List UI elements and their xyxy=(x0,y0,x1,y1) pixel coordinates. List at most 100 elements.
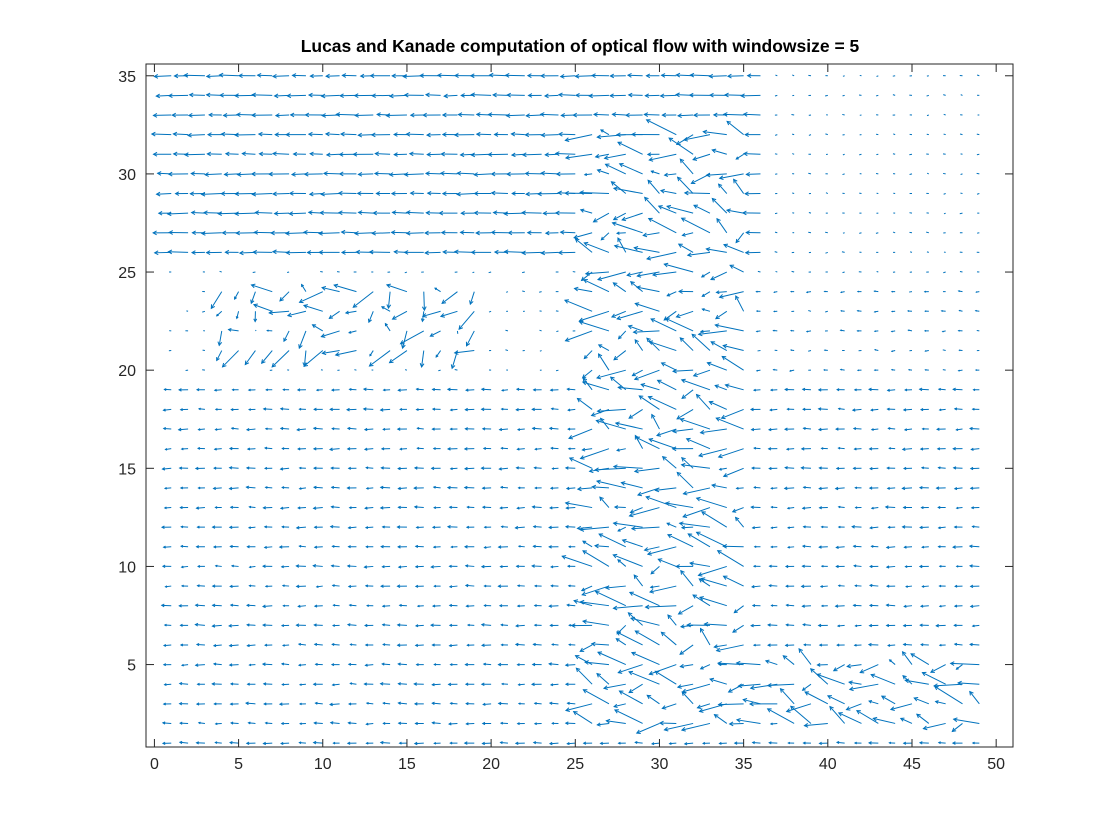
flow-arrow xyxy=(231,388,239,392)
flow-arrow xyxy=(875,94,879,97)
flow-arrow xyxy=(465,702,475,706)
flow-arrow xyxy=(583,350,593,360)
flow-arrow xyxy=(370,132,391,138)
flow-arrow xyxy=(803,722,828,728)
flow-arrow xyxy=(331,683,340,687)
flow-arrow xyxy=(598,533,627,548)
flow-arrow xyxy=(354,113,374,118)
flow-arrow xyxy=(886,388,896,392)
flow-arrow xyxy=(588,93,609,99)
flow-arrow xyxy=(936,447,946,451)
flow-arrow xyxy=(952,446,963,451)
flow-arrow xyxy=(549,506,559,510)
flow-arrow xyxy=(837,505,845,509)
flow-arrow xyxy=(549,623,559,628)
flow-arrow xyxy=(909,251,913,253)
flow-arrow xyxy=(473,172,492,177)
flow-arrow xyxy=(163,486,172,490)
flow-arrow xyxy=(251,112,273,118)
flow-arrow xyxy=(312,564,323,568)
flow-arrow xyxy=(868,699,879,705)
flow-arrow xyxy=(429,330,441,337)
flow-arrow xyxy=(230,427,239,430)
flow-arrow xyxy=(971,407,980,411)
flow-arrow xyxy=(363,427,374,432)
flow-arrow xyxy=(366,604,374,607)
flow-arrow xyxy=(565,506,576,510)
flow-arrow xyxy=(152,151,172,157)
flow-arrow xyxy=(480,466,492,471)
flow-arrow xyxy=(842,271,845,274)
flow-arrow xyxy=(645,73,660,79)
flow-arrow xyxy=(217,330,223,347)
flow-arrow xyxy=(634,339,644,351)
flow-arrow xyxy=(331,624,340,627)
flow-arrow xyxy=(779,687,795,705)
flow-arrow xyxy=(161,741,172,745)
flow-arrow xyxy=(298,291,323,304)
flow-arrow xyxy=(280,722,290,726)
flow-arrow xyxy=(289,112,306,118)
flow-arrow xyxy=(683,134,711,142)
flow-arrow xyxy=(951,741,963,745)
flow-arrow xyxy=(666,204,694,214)
flow-arrow xyxy=(751,526,761,530)
flow-arrow xyxy=(499,721,508,725)
flow-arrow xyxy=(564,682,576,687)
flow-arrow xyxy=(279,506,290,510)
flow-arrow xyxy=(938,643,946,647)
flow-arrow xyxy=(382,722,391,725)
flow-arrow xyxy=(264,486,273,489)
flow-arrow xyxy=(615,638,627,646)
flow-arrow xyxy=(153,250,172,256)
flow-arrow xyxy=(599,417,610,430)
flow-arrow xyxy=(335,112,357,117)
flow-arrow xyxy=(195,545,205,549)
flow-arrow xyxy=(212,662,222,666)
flow-arrow xyxy=(851,525,862,529)
flow-arrow xyxy=(974,309,980,312)
flow-arrow xyxy=(534,447,542,451)
flow-arrow xyxy=(949,661,980,666)
flow-arrow xyxy=(634,302,660,312)
flow-arrow xyxy=(213,447,222,451)
flow-arrow xyxy=(230,564,239,568)
flow-arrow xyxy=(161,721,172,725)
flow-arrow xyxy=(415,387,424,391)
flow-arrow xyxy=(660,631,677,646)
flow-arrow xyxy=(633,246,660,253)
flow-arrow xyxy=(817,623,828,628)
flow-arrow xyxy=(907,329,913,332)
flow-arrow xyxy=(890,290,896,293)
flow-arrow xyxy=(431,427,441,431)
flow-arrow xyxy=(854,584,862,588)
flow-arrow xyxy=(313,721,323,725)
flow-arrow xyxy=(626,72,643,78)
flow-arrow xyxy=(490,190,508,196)
flow-arrow xyxy=(271,350,290,368)
flow-arrow xyxy=(180,663,189,667)
flow-arrow xyxy=(248,584,256,588)
flow-arrow xyxy=(228,466,239,470)
flow-arrow xyxy=(646,251,677,261)
flow-arrow xyxy=(926,114,929,117)
flow-arrow xyxy=(449,741,458,745)
flow-arrow xyxy=(668,137,694,155)
flow-arrow xyxy=(211,603,222,608)
flow-arrow xyxy=(396,584,407,588)
flow-arrow xyxy=(297,447,306,451)
flow-arrow xyxy=(346,623,357,627)
flow-arrow xyxy=(789,369,795,372)
flow-arrow xyxy=(701,511,728,528)
flow-arrow xyxy=(556,330,559,333)
flow-arrow xyxy=(229,741,239,745)
flow-arrow xyxy=(609,73,626,79)
flow-arrow xyxy=(672,368,694,374)
flow-arrow xyxy=(180,525,189,529)
flow-arrow xyxy=(870,673,896,685)
flow-arrow xyxy=(480,623,492,627)
flow-arrow xyxy=(667,614,677,626)
flow-arrow xyxy=(568,643,576,647)
flow-arrow xyxy=(768,584,778,588)
flow-arrow xyxy=(559,74,576,79)
